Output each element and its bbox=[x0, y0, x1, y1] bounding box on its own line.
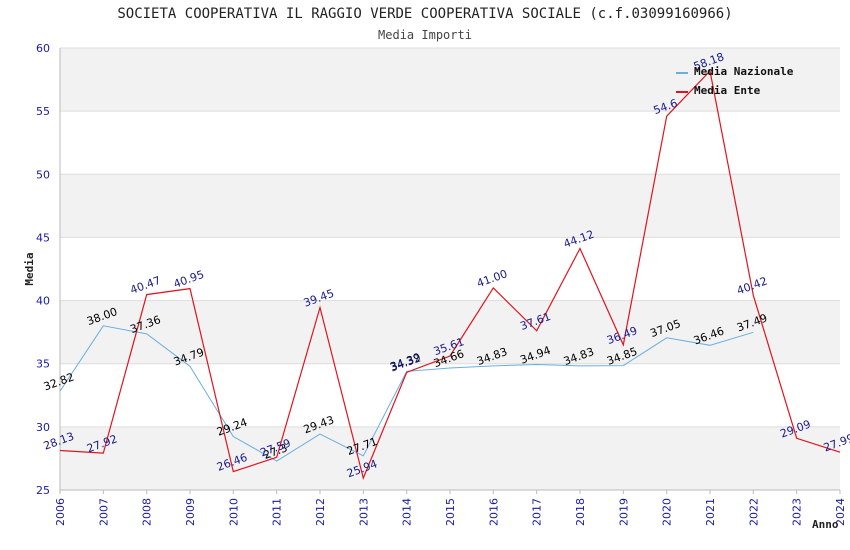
y-tick-labels: 25 30 35 40 45 50 55 60 bbox=[36, 42, 50, 497]
band-40-45 bbox=[60, 237, 840, 301]
x-tick-2009: 2009 bbox=[184, 498, 197, 526]
x-tick-labels: 2006 2007 2008 2009 2010 2011 2012 2013 2014 2015… bbox=[54, 490, 847, 526]
y-tick-50: 50 bbox=[36, 168, 50, 181]
x-tick-2022: 2022 bbox=[747, 498, 760, 526]
y-tick-30: 30 bbox=[36, 421, 50, 434]
x-tick-2016: 2016 bbox=[487, 498, 500, 526]
series-layer bbox=[59, 69, 841, 481]
chart-title: SOCIETA COOPERATIVA IL RAGGIO VERDE COOP… bbox=[117, 6, 732, 22]
band-35-40 bbox=[60, 300, 840, 364]
x-tick-2021: 2021 bbox=[704, 498, 717, 526]
series-line-media-ente bbox=[59, 69, 841, 481]
x-tick-2011: 2011 bbox=[271, 498, 284, 526]
x-axis-label: Anno bbox=[812, 518, 839, 531]
x-tick-2007: 2007 bbox=[97, 498, 110, 526]
chart-subtitle: Media Importi bbox=[378, 28, 472, 42]
legend-label-ente: Media Ente bbox=[694, 84, 761, 97]
y-tick-55: 55 bbox=[36, 105, 50, 118]
x-tick-2020: 2020 bbox=[661, 498, 674, 526]
y-tick-25: 25 bbox=[36, 484, 50, 497]
legend-label-nazionale: Media Nazionale bbox=[694, 65, 794, 78]
gridlines bbox=[60, 47, 840, 491]
x-tick-2024: 2024 bbox=[834, 498, 847, 526]
x-tick-2014: 2014 bbox=[401, 498, 414, 526]
y-tick-45: 45 bbox=[36, 231, 50, 244]
legend: Media Nazionale Media Ente bbox=[676, 65, 794, 97]
x-tick-2017: 2017 bbox=[531, 498, 544, 526]
y-tick-40: 40 bbox=[36, 295, 50, 308]
band-50-55 bbox=[60, 111, 840, 175]
y-axis-label: Media bbox=[23, 252, 36, 285]
x-tick-2012: 2012 bbox=[314, 498, 327, 526]
x-tick-2010: 2010 bbox=[227, 498, 240, 526]
band-45-50 bbox=[60, 174, 840, 238]
x-tick-2006: 2006 bbox=[54, 498, 67, 526]
x-tick-2013: 2013 bbox=[357, 498, 370, 526]
background-bands bbox=[60, 48, 840, 490]
y-tick-60: 60 bbox=[36, 42, 50, 55]
x-tick-2023: 2023 bbox=[791, 498, 804, 526]
band-55-60 bbox=[60, 48, 840, 112]
series-line-media-nazionale bbox=[59, 325, 754, 462]
x-tick-2015: 2015 bbox=[444, 498, 457, 526]
band-25-30 bbox=[60, 426, 840, 490]
x-tick-2018: 2018 bbox=[574, 498, 587, 526]
band-30-35 bbox=[60, 363, 840, 427]
y-tick-35: 35 bbox=[36, 358, 50, 371]
x-tick-2008: 2008 bbox=[141, 498, 154, 526]
x-tick-2019: 2019 bbox=[617, 498, 630, 526]
